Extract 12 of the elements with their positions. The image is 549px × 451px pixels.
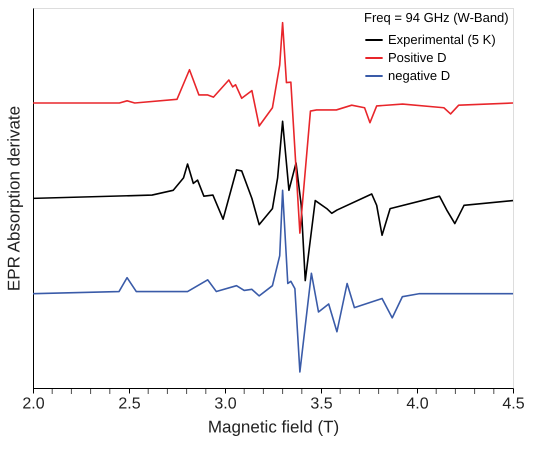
legend-label: Experimental (5 K) — [388, 32, 496, 47]
legend-title: Freq = 94 GHz (W-Band) — [364, 10, 509, 25]
x-tick-label: 3.0 — [214, 396, 237, 412]
x-axis-title: Magnetic field (T) — [208, 418, 340, 436]
x-tick-label: 4.5 — [502, 396, 525, 412]
x-tick-label: 2.5 — [118, 396, 141, 412]
y-axis-title: EPR Absorption derivate — [4, 106, 24, 292]
x-tick-label: 2.0 — [22, 396, 45, 412]
legend-label: negative D — [388, 68, 450, 83]
legend-label: Positive D — [388, 50, 447, 65]
x-tick-label: 4.0 — [406, 396, 429, 412]
x-tick-label: 3.5 — [310, 396, 333, 412]
